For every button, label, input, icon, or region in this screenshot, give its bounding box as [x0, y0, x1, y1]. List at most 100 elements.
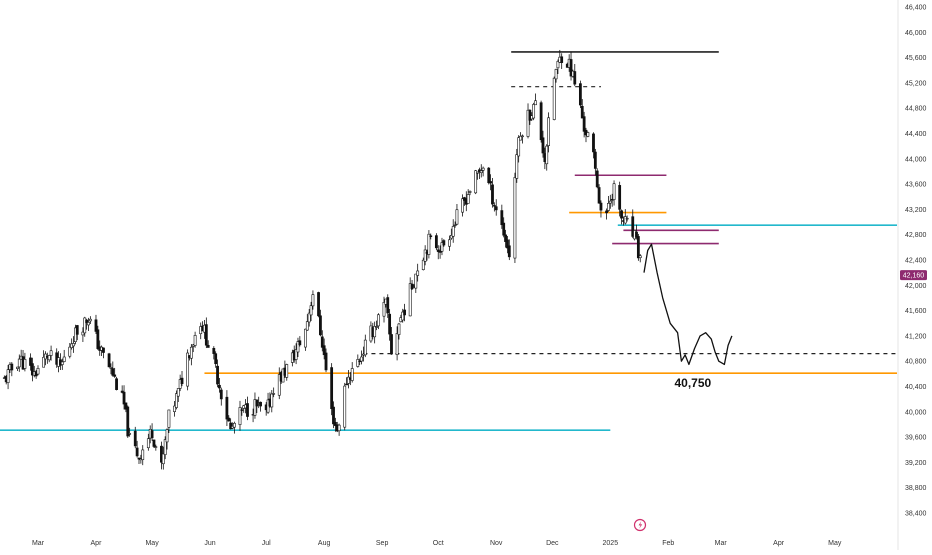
- candle-body-down: [180, 377, 184, 384]
- candle-body-up: [68, 346, 72, 357]
- candle: [390, 327, 393, 355]
- candle: [461, 194, 464, 217]
- candle: [625, 215, 629, 222]
- candle-body-up: [408, 283, 412, 317]
- candle: [259, 401, 262, 412]
- candle: [81, 327, 85, 342]
- candle-body-down: [438, 250, 442, 253]
- candle: [343, 382, 347, 431]
- y-tick-label: 43,200: [905, 207, 927, 214]
- candle: [607, 196, 610, 212]
- candle-body-down: [229, 422, 233, 430]
- candle-body-up: [189, 346, 193, 359]
- candle: [163, 436, 167, 460]
- candle: [6, 364, 10, 390]
- candle-body-up: [146, 438, 150, 449]
- candle-body-up: [526, 109, 530, 137]
- candle-body-up: [161, 453, 165, 465]
- y-tick-label: 41,200: [905, 333, 927, 340]
- candle: [476, 171, 479, 180]
- last-price-marker: 42,160: [900, 270, 927, 281]
- candle: [401, 308, 405, 323]
- candle-body-up: [521, 135, 524, 138]
- candle-body-down: [120, 390, 124, 393]
- candle-body-down: [324, 352, 328, 371]
- candle: [532, 102, 536, 121]
- candle: [427, 230, 431, 259]
- candle-body-down: [388, 313, 392, 335]
- candle-body-up: [17, 358, 21, 368]
- candle: [272, 387, 276, 398]
- candle: [631, 209, 635, 239]
- candle: [42, 350, 46, 368]
- candle: [68, 343, 72, 359]
- candle-body-up: [154, 446, 158, 448]
- candle: [161, 446, 165, 470]
- candle: [552, 76, 556, 121]
- candle: [489, 174, 493, 191]
- candle: [83, 316, 87, 337]
- candle-body-down: [332, 406, 335, 425]
- candle: [421, 257, 425, 271]
- candle: [135, 440, 139, 458]
- candle: [363, 334, 367, 358]
- candle-body-down: [150, 430, 154, 439]
- candle-body-down: [595, 170, 599, 188]
- candle-body-down: [635, 231, 638, 238]
- y-tick-label: 44,800: [905, 106, 927, 113]
- candle-body-down: [75, 325, 79, 335]
- candle-body-down: [580, 105, 584, 119]
- candle: [453, 221, 457, 228]
- candle: [440, 237, 444, 256]
- candle-body-down: [492, 205, 496, 207]
- candle: [545, 144, 549, 171]
- candle-body-down: [298, 340, 302, 346]
- candle-body-down: [560, 56, 564, 63]
- candle-body-up: [60, 361, 64, 365]
- candle-body-down: [434, 235, 438, 249]
- candle-body-up: [87, 322, 90, 326]
- y-tick-label: 40,800: [905, 359, 927, 366]
- candle: [154, 444, 158, 451]
- candle: [10, 362, 14, 377]
- candle-body-down: [227, 417, 231, 422]
- candle-body-up: [479, 170, 483, 174]
- candle-body-up: [612, 183, 616, 200]
- candle: [212, 346, 216, 360]
- candle-body-up: [175, 393, 178, 408]
- candle: [324, 348, 328, 373]
- tradingview-bolt-icon[interactable]: [633, 518, 647, 532]
- candle-body-up: [109, 367, 113, 369]
- candle: [448, 235, 451, 251]
- candle: [309, 301, 313, 321]
- candle-body-up: [363, 339, 367, 356]
- candle-body-up: [253, 399, 257, 416]
- y-tick-label: 40,400: [905, 384, 927, 391]
- y-tick-label: 38,400: [905, 511, 927, 518]
- y-tick-label: 46,000: [905, 30, 927, 37]
- candle: [479, 164, 483, 178]
- candle: [96, 325, 100, 351]
- candle: [403, 303, 406, 322]
- candle: [294, 343, 298, 365]
- candle: [133, 426, 137, 449]
- candle-body-down: [319, 315, 322, 336]
- candle: [539, 100, 543, 143]
- candle: [423, 245, 427, 266]
- candle-body-up: [42, 356, 46, 368]
- candle: [246, 396, 249, 421]
- candle-body-up: [173, 405, 176, 412]
- candle-body-down: [317, 292, 320, 317]
- candle-body-down: [592, 133, 595, 153]
- candle-body-up: [416, 270, 420, 276]
- candle-body-down: [636, 236, 640, 259]
- candle-body-down: [124, 402, 128, 410]
- y-tick-label: 42,800: [905, 232, 927, 239]
- candle: [218, 377, 221, 393]
- candle: [173, 401, 176, 417]
- candle: [504, 229, 507, 248]
- candle-body-up: [83, 317, 87, 334]
- candle-body-up: [6, 369, 10, 383]
